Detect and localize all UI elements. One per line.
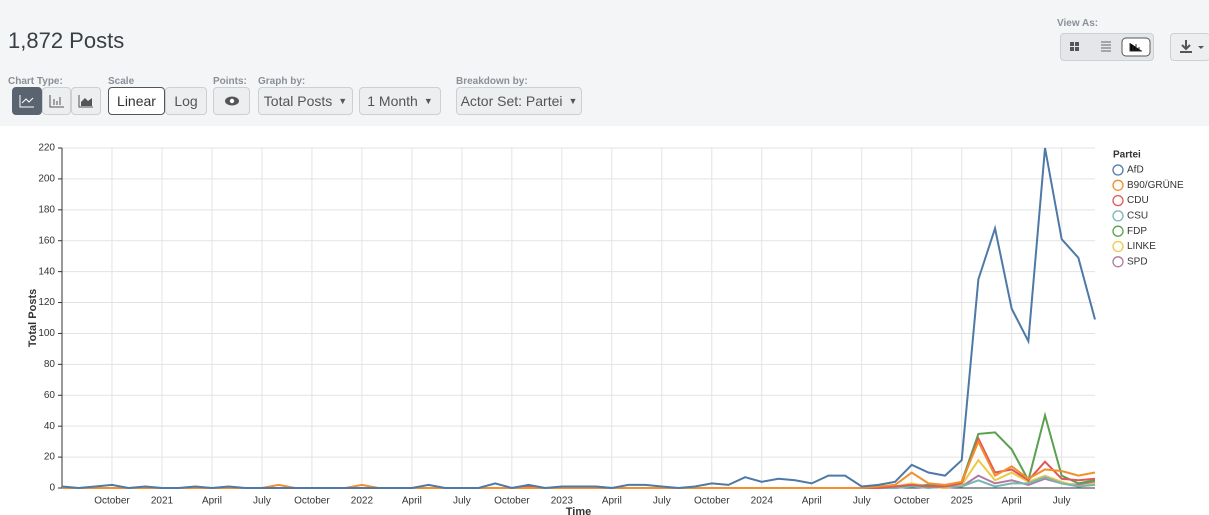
page-title: 1,872 Posts [8, 28, 125, 53]
x-tick-label: July [1053, 496, 1071, 507]
x-tick-label: October [94, 496, 130, 507]
legend-title: Partei [1113, 150, 1141, 161]
x-tick-label: April [802, 496, 822, 507]
download-button[interactable] [1170, 33, 1209, 61]
breakdown-dropdown[interactable]: Actor Set: Partei ▼ [456, 87, 582, 115]
view-toggle[interactable] [1060, 33, 1154, 61]
chart-type-bar[interactable] [42, 87, 71, 115]
y-tick-label: 60 [44, 390, 56, 401]
x-tick-label: July [253, 496, 271, 507]
x-tick-label: 2022 [351, 496, 374, 507]
dropdown-text: 1 Month [367, 93, 418, 109]
chart-type-line[interactable] [12, 87, 42, 115]
legend-label: CDU [1127, 195, 1149, 206]
x-tick-label: 2021 [151, 496, 174, 507]
y-tick-label: 80 [44, 359, 56, 370]
line [61, 147, 1096, 490]
chart-type-area[interactable] [71, 87, 101, 115]
x-tick-label: October [494, 496, 530, 507]
line [62, 439, 1096, 489]
y-tick-label: 20 [44, 452, 56, 463]
legend-label: B90/GRÜNE [1127, 179, 1184, 191]
x-tick-label: 2023 [551, 496, 574, 507]
interval-dropdown[interactable]: 1 Month ▼ [359, 87, 441, 115]
legend-marker [1112, 256, 1124, 268]
points-toggle[interactable] [213, 87, 250, 115]
x-tick-label: April [202, 496, 222, 507]
x-tick-label: July [853, 496, 871, 507]
legend-label: FDP [1127, 226, 1147, 237]
x-tick-label: April [1002, 496, 1022, 507]
label: Breakdown by: [456, 76, 528, 87]
legend-marker [1112, 194, 1124, 207]
x-tick-label: July [453, 496, 471, 507]
label: Scale [108, 76, 135, 87]
legend-marker [1112, 210, 1124, 222]
x-axis-label: Time [566, 506, 591, 515]
legend-marker [1112, 179, 1124, 191]
legend-marker [1112, 164, 1124, 176]
x-tick-label: October [294, 496, 330, 507]
dropdown-text: Actor Set: Partei [460, 93, 563, 109]
y-tick-label: 40 [44, 421, 56, 432]
x-tick-label: 2024 [751, 496, 774, 507]
label: Points: [213, 76, 247, 87]
x-tick-label: July [653, 496, 671, 507]
y-tick-label: 120 [38, 297, 55, 308]
dropdown-text: Total Posts [263, 93, 333, 109]
graph-by-dropdown[interactable]: Total Posts ▼ [258, 87, 353, 115]
x-tick-label: April [602, 496, 622, 507]
legend-label: CSU [1127, 211, 1148, 222]
y-tick-label: 220 [38, 143, 55, 154]
x-tick-label: 2025 [951, 496, 974, 507]
y-tick-label: 100 [38, 328, 55, 339]
legend-marker [1112, 240, 1124, 253]
line [62, 436, 1096, 489]
scale-linear[interactable]: Linear [108, 87, 165, 115]
x-tick-label: April [402, 496, 422, 507]
legend-label: LINKE [1127, 241, 1156, 252]
scale-log[interactable]: Log [165, 87, 207, 115]
y-tick-label: 160 [38, 235, 55, 246]
chart: 0 20 40 60 80 100 120 140 160 180 200 220 October 202… [27, 143, 1184, 515]
y-tick-label: 140 [38, 266, 55, 277]
legend-marker [1112, 225, 1124, 237]
legend-label: AfD [1127, 165, 1144, 176]
label: Chart Type: [8, 76, 63, 87]
label: Graph by: [258, 76, 306, 87]
legend-label: SPD [1127, 256, 1148, 267]
y-tick-label: 0 [49, 483, 55, 494]
x-tick-label: October [894, 496, 930, 507]
y-tick-label: 180 [38, 204, 55, 215]
y-tick-label: 200 [38, 174, 55, 185]
view-as-label: View As: [1057, 18, 1099, 29]
y-axis-label: Total Posts [27, 289, 39, 347]
x-tick-label: October [694, 496, 730, 507]
